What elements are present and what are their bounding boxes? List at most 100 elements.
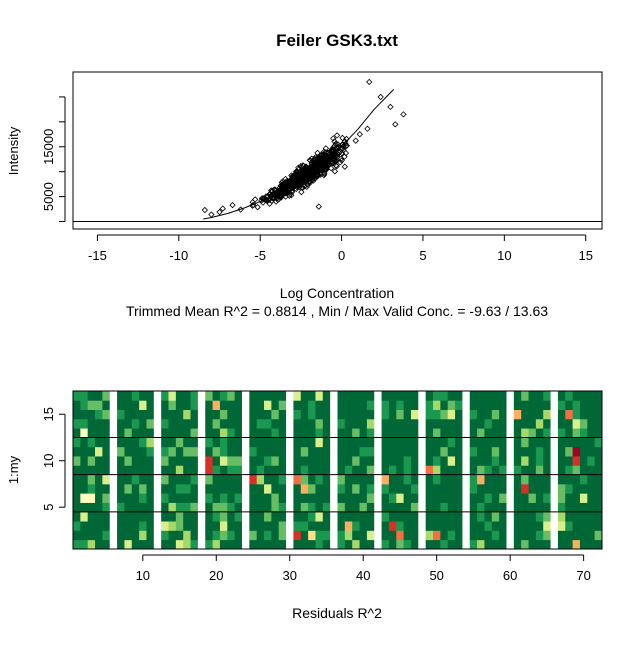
- heatmap-cell: [506, 428, 515, 438]
- heatmap-cell: [117, 418, 125, 429]
- heatmap-cell: [440, 418, 449, 429]
- heatmap-cell: [308, 400, 316, 410]
- heatmap-cell: [271, 530, 280, 541]
- heatmap-cell: [572, 446, 581, 457]
- heatmap-cell: [396, 474, 405, 485]
- heatmap-cell: [381, 428, 390, 438]
- heatmap-cell: [462, 530, 471, 541]
- heatmap-cell: [190, 391, 199, 401]
- heatmap-cell: [499, 456, 507, 466]
- heatmap-cell: [205, 521, 213, 531]
- heatmap-cell: [102, 418, 111, 429]
- heatmap-cell: [117, 391, 125, 401]
- heatmap-cell: [594, 446, 603, 457]
- heatmap-cell: [161, 409, 169, 420]
- heatmap-cell: [594, 474, 603, 485]
- heatmap-cell: [146, 465, 155, 476]
- heatmap-cell: [594, 428, 603, 438]
- heatmap-cell: [219, 483, 228, 494]
- heatmap-cell: [557, 400, 566, 410]
- heatmap-cell: [256, 521, 265, 531]
- heatmap-cell: [80, 483, 89, 494]
- heatmap-cell: [278, 511, 287, 522]
- heatmap-cell: [403, 493, 412, 503]
- heatmap-cell: [447, 418, 456, 429]
- heatmap-cell: [330, 502, 338, 513]
- heatmap-cell: [499, 511, 507, 522]
- heatmap-cell: [139, 437, 147, 448]
- heatmap-cell: [528, 391, 537, 401]
- heatmap-cell: [381, 483, 390, 494]
- heatmap-cell: [344, 474, 353, 485]
- heatmap-cell: [73, 483, 81, 494]
- heatmap-cell: [550, 539, 559, 550]
- heatmap-cell: [241, 483, 250, 494]
- heatmap-cell: [153, 409, 162, 420]
- y-tick-label: 5000: [41, 182, 56, 211]
- heatmap-cell: [337, 511, 346, 522]
- heatmap-cell: [117, 456, 125, 466]
- heatmap-cell: [212, 502, 221, 513]
- heatmap-cell: [425, 511, 434, 522]
- heatmap-cell: [234, 539, 243, 550]
- heatmap-cell: [359, 539, 368, 550]
- heatmap-cell: [352, 483, 360, 494]
- heatmap-cell: [95, 493, 103, 503]
- heatmap-cell: [256, 465, 265, 476]
- heatmap-cell: [197, 539, 206, 550]
- heatmap-cell: [256, 391, 265, 401]
- heatmap-cell: [300, 521, 309, 531]
- heatmap-cell: [396, 521, 405, 531]
- heatmap-cell: [205, 502, 213, 513]
- scatter-point: [219, 205, 226, 212]
- heatmap-cell: [175, 539, 184, 550]
- heatmap-cell: [183, 418, 191, 429]
- heatmap-cell: [124, 511, 133, 522]
- scatter-point: [314, 171, 321, 179]
- heatmap-cell: [278, 437, 287, 448]
- heatmap-cell: [462, 511, 471, 522]
- heatmap-cell: [102, 511, 111, 522]
- heatmap-cell: [124, 483, 133, 494]
- heatmap-cell: [183, 446, 191, 457]
- heatmap-cell: [455, 409, 463, 420]
- heatmap-cell: [528, 539, 537, 550]
- heatmap-cell: [227, 530, 236, 541]
- heatmap-cell: [322, 521, 331, 531]
- heatmap-cell: [197, 446, 206, 457]
- heatmap-cell: [80, 400, 89, 410]
- heatmap-cell: [550, 474, 559, 485]
- heatmap-cell: [381, 521, 390, 531]
- heatmap-cell: [322, 511, 331, 522]
- heatmap-cell: [168, 418, 177, 429]
- heatmap-cell: [440, 493, 449, 503]
- heatmap-cell: [197, 530, 206, 541]
- heatmap-cell: [506, 456, 515, 466]
- heatmap-cell: [241, 539, 250, 550]
- heatmap-cell: [587, 409, 596, 420]
- heatmap-cell: [131, 539, 140, 550]
- heatmap-cell: [425, 437, 434, 448]
- scatter-point: [272, 186, 279, 193]
- scatter-point: [327, 147, 335, 155]
- heatmap-cell: [506, 465, 515, 476]
- x-tick-label: -5: [254, 248, 266, 263]
- heatmap-cell: [506, 502, 515, 513]
- heatmap-cell: [410, 400, 419, 410]
- heatmap-cell: [124, 418, 133, 429]
- heatmap-cell: [249, 437, 258, 448]
- heatmap-cell: [528, 511, 537, 522]
- heatmap-cell: [322, 530, 331, 541]
- heatmap-cell: [87, 539, 96, 550]
- heatmap-cell: [139, 474, 147, 485]
- heatmap-cell: [102, 400, 111, 410]
- scatter-point: [330, 156, 337, 164]
- heatmap-cell: [535, 437, 544, 448]
- heatmap-cell: [286, 521, 294, 531]
- scatter-point: [330, 135, 337, 142]
- heatmap-cell: [410, 418, 419, 429]
- heatmap-cell: [73, 428, 81, 438]
- heatmap-cell: [418, 391, 427, 401]
- heatmap-cell: [227, 456, 236, 466]
